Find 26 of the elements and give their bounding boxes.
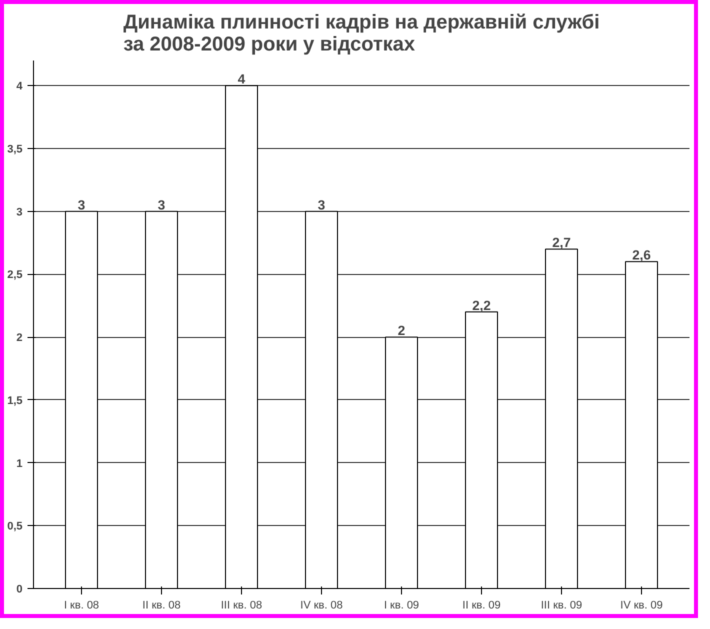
- data-label: 2,2: [472, 298, 491, 313]
- x-tick-label: III кв. 08: [220, 600, 262, 612]
- y-tick-label: 1: [16, 458, 23, 470]
- y-tick-label: 1,5: [7, 394, 23, 407]
- x-tick-label: II кв. 09: [462, 600, 501, 612]
- data-label: 2,7: [552, 235, 571, 250]
- y-tick-label: 4: [16, 80, 24, 93]
- data-label: 3: [318, 197, 326, 212]
- chart-title: Динаміка плинності кадрів на державній службі за 2008-2009 роки у відсотках: [123, 12, 600, 56]
- x-tick-label: I кв. 08: [64, 600, 100, 612]
- y-tick-label: 0,5: [7, 520, 23, 533]
- y-tick-label: 2,5: [7, 269, 23, 282]
- data-label: 2,6: [632, 248, 651, 263]
- x-tick-label: III кв. 09: [540, 600, 582, 612]
- x-tick-label: IV кв. 08: [300, 600, 343, 612]
- y-tick-label: 0: [16, 584, 23, 596]
- x-tick-label: I кв. 09: [384, 600, 420, 612]
- data-label: 4: [238, 72, 246, 87]
- data-label: 3: [158, 197, 166, 212]
- y-tick-label: 3: [16, 206, 23, 218]
- x-tick-label: IV кв. 09: [620, 600, 663, 612]
- data-label: 3: [78, 197, 86, 212]
- y-tick-label: 3,5: [7, 144, 23, 156]
- y-tick-label: 2: [16, 332, 23, 344]
- x-tick-label: II кв. 08: [142, 600, 181, 612]
- data-label: 2: [398, 323, 406, 338]
